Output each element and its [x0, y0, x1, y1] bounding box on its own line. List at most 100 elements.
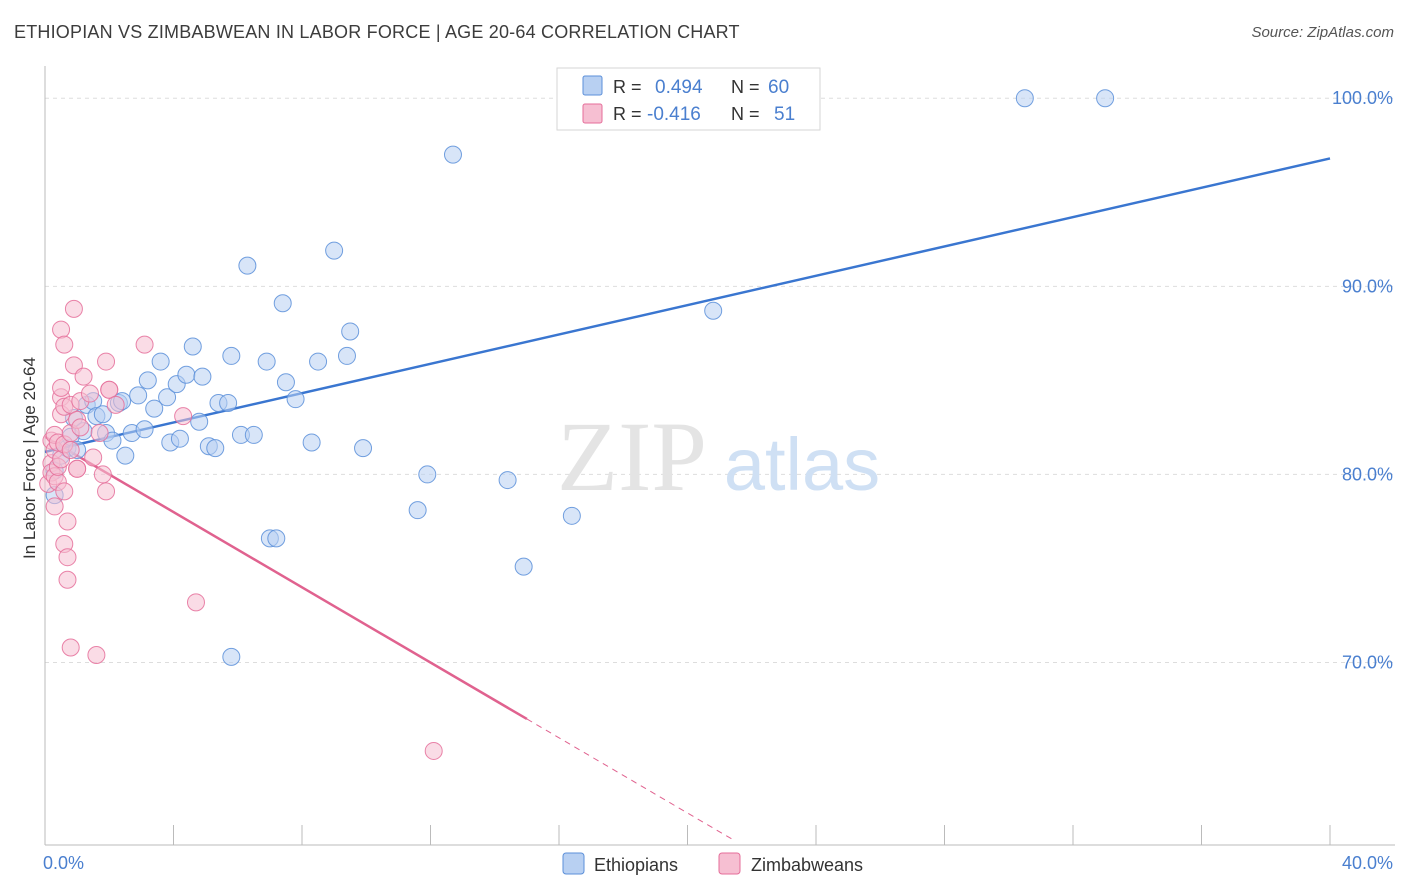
legend-label-zimbabweans: Zimbabweans: [751, 855, 863, 875]
point-ethiopians-35: [222, 346, 241, 365]
legend-r-value-ethiopians: 0.494: [655, 77, 703, 98]
points-layer: [39, 89, 1115, 760]
trendline-zimbabweans: [44, 435, 528, 721]
x-tick-label-min: 0.0%: [43, 853, 84, 873]
legend-label-ethiopians: Ethiopians: [594, 855, 678, 875]
point-ethiopians-50: [354, 439, 373, 458]
point-zimbabweans-38: [87, 646, 106, 665]
point-ethiopians-41: [267, 529, 286, 548]
point-ethiopians-16: [116, 446, 135, 465]
point-ethiopians-56: [562, 506, 581, 525]
point-zimbabweans-37: [84, 448, 103, 467]
point-zimbabweans-36: [80, 384, 99, 403]
point-zimbabweans-46: [135, 335, 154, 354]
watermark-atlas: atlas: [724, 423, 880, 506]
point-zimbabweans-49: [424, 741, 443, 760]
point-zimbabweans-27: [61, 638, 80, 657]
point-ethiopians-11: [93, 405, 112, 424]
point-zimbabweans-44: [100, 380, 119, 399]
point-ethiopians-38: [244, 425, 263, 444]
point-zimbabweans-34: [71, 418, 90, 437]
point-ethiopians-46: [309, 352, 328, 371]
point-ethiopians-60: [1096, 89, 1115, 108]
source-label: Source: ZipAtlas.com: [1251, 24, 1394, 41]
y-tick-label-80: 80.0%: [1342, 464, 1393, 484]
legend-swatch-zimbabweans-bottom: [718, 852, 741, 875]
point-ethiopians-29: [190, 412, 209, 431]
point-ethiopians-59: [1015, 89, 1034, 108]
point-ethiopians-19: [135, 420, 154, 439]
point-ethiopians-49: [341, 322, 360, 341]
tick-labels: 70.0% 80.0% 90.0% 100.0% 0.0% 40.0%: [43, 88, 1393, 873]
point-zimbabweans-40: [93, 465, 112, 484]
point-ethiopians-18: [129, 386, 148, 405]
point-ethiopians-51: [408, 501, 427, 520]
grid-layer: [45, 97, 1395, 664]
point-ethiopians-26: [170, 429, 189, 448]
point-ethiopians-45: [302, 433, 321, 452]
point-ethiopians-22: [151, 352, 170, 371]
point-ethiopians-23: [158, 388, 177, 407]
point-ethiopians-27: [177, 365, 196, 384]
point-zimbabweans-41: [97, 482, 116, 501]
legend-r-label-ethiopians: R =: [613, 77, 642, 97]
legend-n-label-ethiopians: N =: [731, 77, 760, 97]
trendline-ethiopians: [44, 157, 1331, 454]
y-axis-title: In Labor Force | Age 20-64: [20, 357, 39, 559]
point-zimbabweans-12: [52, 378, 71, 397]
point-ethiopians-20: [138, 371, 157, 390]
stats-legend: R = 0.494 N = 60 R = -0.416 N = 51: [556, 67, 821, 131]
y-tick-label-70: 70.0%: [1342, 653, 1393, 673]
point-ethiopians-39: [257, 352, 276, 371]
legend-n-value-zimbabweans: 51: [774, 104, 795, 125]
point-ethiopians-37: [238, 256, 257, 275]
point-ethiopians-52: [418, 465, 437, 484]
legend-r-label-zimbabweans: R =: [613, 104, 642, 124]
point-ethiopians-42: [273, 294, 292, 313]
point-ethiopians-53: [443, 145, 462, 164]
axes-layer: [44, 66, 1395, 846]
legend-n-value-ethiopians: 60: [768, 77, 789, 98]
point-zimbabweans-28: [64, 299, 83, 318]
point-zimbabweans-22: [58, 512, 77, 531]
chart-title: ETHIOPIAN VS ZIMBABWEAN IN LABOR FORCE |…: [14, 22, 740, 42]
point-zimbabweans-39: [90, 424, 109, 443]
point-ethiopians-48: [337, 346, 356, 365]
point-zimbabweans-23: [58, 570, 77, 589]
point-ethiopians-55: [514, 557, 533, 576]
series-legend: Ethiopians Zimbabweans: [562, 852, 863, 875]
y-tick-label-90: 90.0%: [1342, 276, 1393, 296]
point-ethiopians-43: [276, 373, 295, 392]
point-ethiopians-34: [219, 393, 238, 412]
point-zimbabweans-48: [186, 593, 205, 612]
point-zimbabweans-31: [68, 459, 87, 478]
point-zimbabweans-42: [97, 352, 116, 371]
point-zimbabweans-26: [61, 440, 80, 459]
point-ethiopians-30: [193, 367, 212, 386]
point-ethiopians-58: [704, 301, 723, 320]
watermark: ZIP atlas: [557, 401, 880, 512]
point-ethiopians-21: [145, 399, 164, 418]
legend-swatch-ethiopians: [582, 75, 603, 96]
x-tick-label-max: 40.0%: [1342, 853, 1393, 873]
point-ethiopians-32: [206, 439, 225, 458]
legend-r-value-zimbabweans: -0.416: [647, 104, 701, 125]
legend-swatch-ethiopians-bottom: [562, 852, 585, 875]
point-ethiopians-44: [286, 390, 305, 409]
y-tick-label-100: 100.0%: [1332, 88, 1393, 108]
point-ethiopians-54: [498, 471, 517, 490]
legend-n-label-zimbabweans: N =: [731, 104, 760, 124]
point-zimbabweans-35: [74, 367, 93, 386]
point-zimbabweans-47: [174, 407, 193, 426]
trendline-zimbabweans-extrapolated: [526, 718, 736, 842]
point-zimbabweans-4: [45, 497, 64, 516]
point-zimbabweans-14: [52, 320, 71, 339]
point-zimbabweans-17: [55, 335, 74, 354]
legend-swatch-zimbabweans: [582, 103, 603, 124]
point-zimbabweans-45: [106, 395, 125, 414]
point-zimbabweans-20: [55, 482, 74, 501]
point-ethiopians-28: [183, 337, 202, 356]
trend-layer: [44, 157, 1331, 842]
point-ethiopians-57: [222, 647, 241, 666]
